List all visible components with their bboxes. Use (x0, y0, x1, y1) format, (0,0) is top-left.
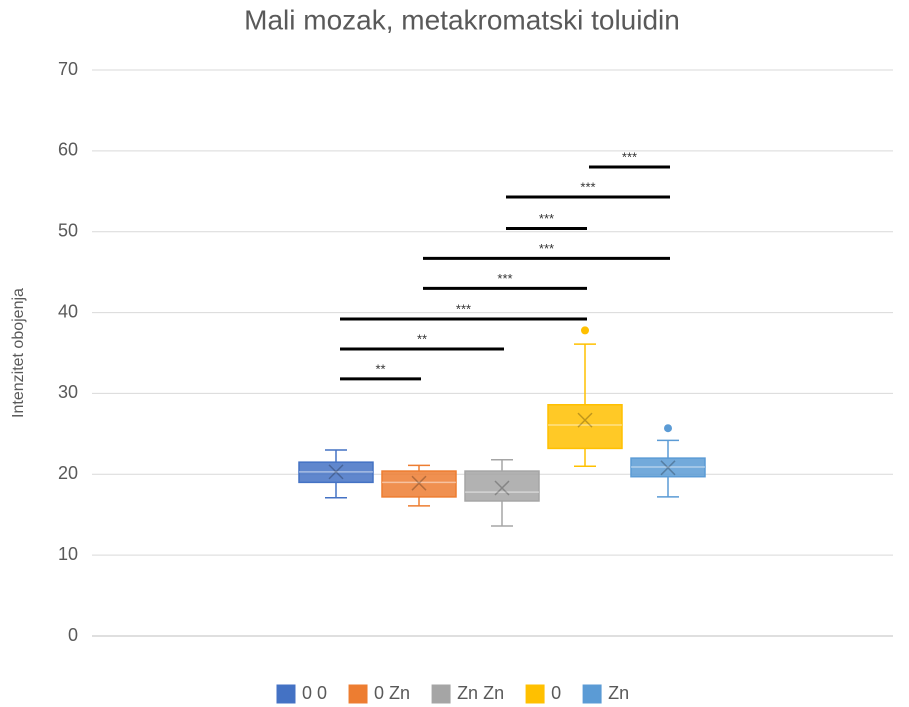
chart-title: Mali mozak, metakromatski toluidin (244, 4, 680, 35)
y-axis-label: Intenzitet obojenja (10, 288, 27, 418)
y-tick-label: 50 (58, 220, 78, 240)
significance-label: *** (622, 149, 637, 164)
legend-label: Zn (608, 683, 629, 703)
box-group (630, 424, 706, 498)
legend-label: Zn Zn (457, 683, 504, 703)
significance-label: ** (375, 361, 385, 376)
y-tick-label: 20 (58, 463, 78, 483)
box (298, 461, 374, 484)
mean-marker (411, 475, 427, 491)
box-group (298, 449, 374, 499)
significance-label: *** (497, 271, 512, 286)
outlier (581, 326, 589, 335)
legend-swatch (276, 684, 296, 704)
outlier (664, 424, 672, 433)
mean-marker (660, 460, 676, 476)
legend-label: 0 (551, 683, 561, 703)
box (547, 403, 623, 450)
legend-label: 0 0 (302, 683, 327, 703)
y-tick-label: 30 (58, 382, 78, 402)
box-group (547, 326, 623, 467)
significance-label: *** (539, 241, 554, 256)
significance-label: *** (580, 179, 595, 194)
mean-marker (328, 464, 344, 480)
y-tick-label: 40 (58, 301, 78, 321)
mean-marker (494, 480, 510, 496)
significance-label: *** (539, 211, 554, 226)
legend-swatch (431, 684, 451, 704)
box-group (381, 464, 457, 507)
significance-label: ** (417, 331, 427, 346)
box (381, 470, 457, 498)
legend: 0 0 0 Zn Zn Zn 0 Zn (276, 683, 629, 704)
legend-swatch (582, 684, 602, 704)
significance-label: *** (456, 301, 471, 316)
box (630, 457, 706, 478)
y-tick-label: 10 (58, 544, 78, 564)
y-tick-label: 0 (68, 625, 78, 645)
legend-swatch (525, 684, 545, 704)
mean-marker (577, 412, 593, 428)
y-tick-label: 60 (58, 140, 78, 160)
legend-label: 0 Zn (374, 683, 410, 703)
y-tick-label: 70 (58, 59, 78, 79)
box (464, 470, 540, 502)
legend-swatch (348, 684, 368, 704)
box-group (464, 458, 540, 527)
